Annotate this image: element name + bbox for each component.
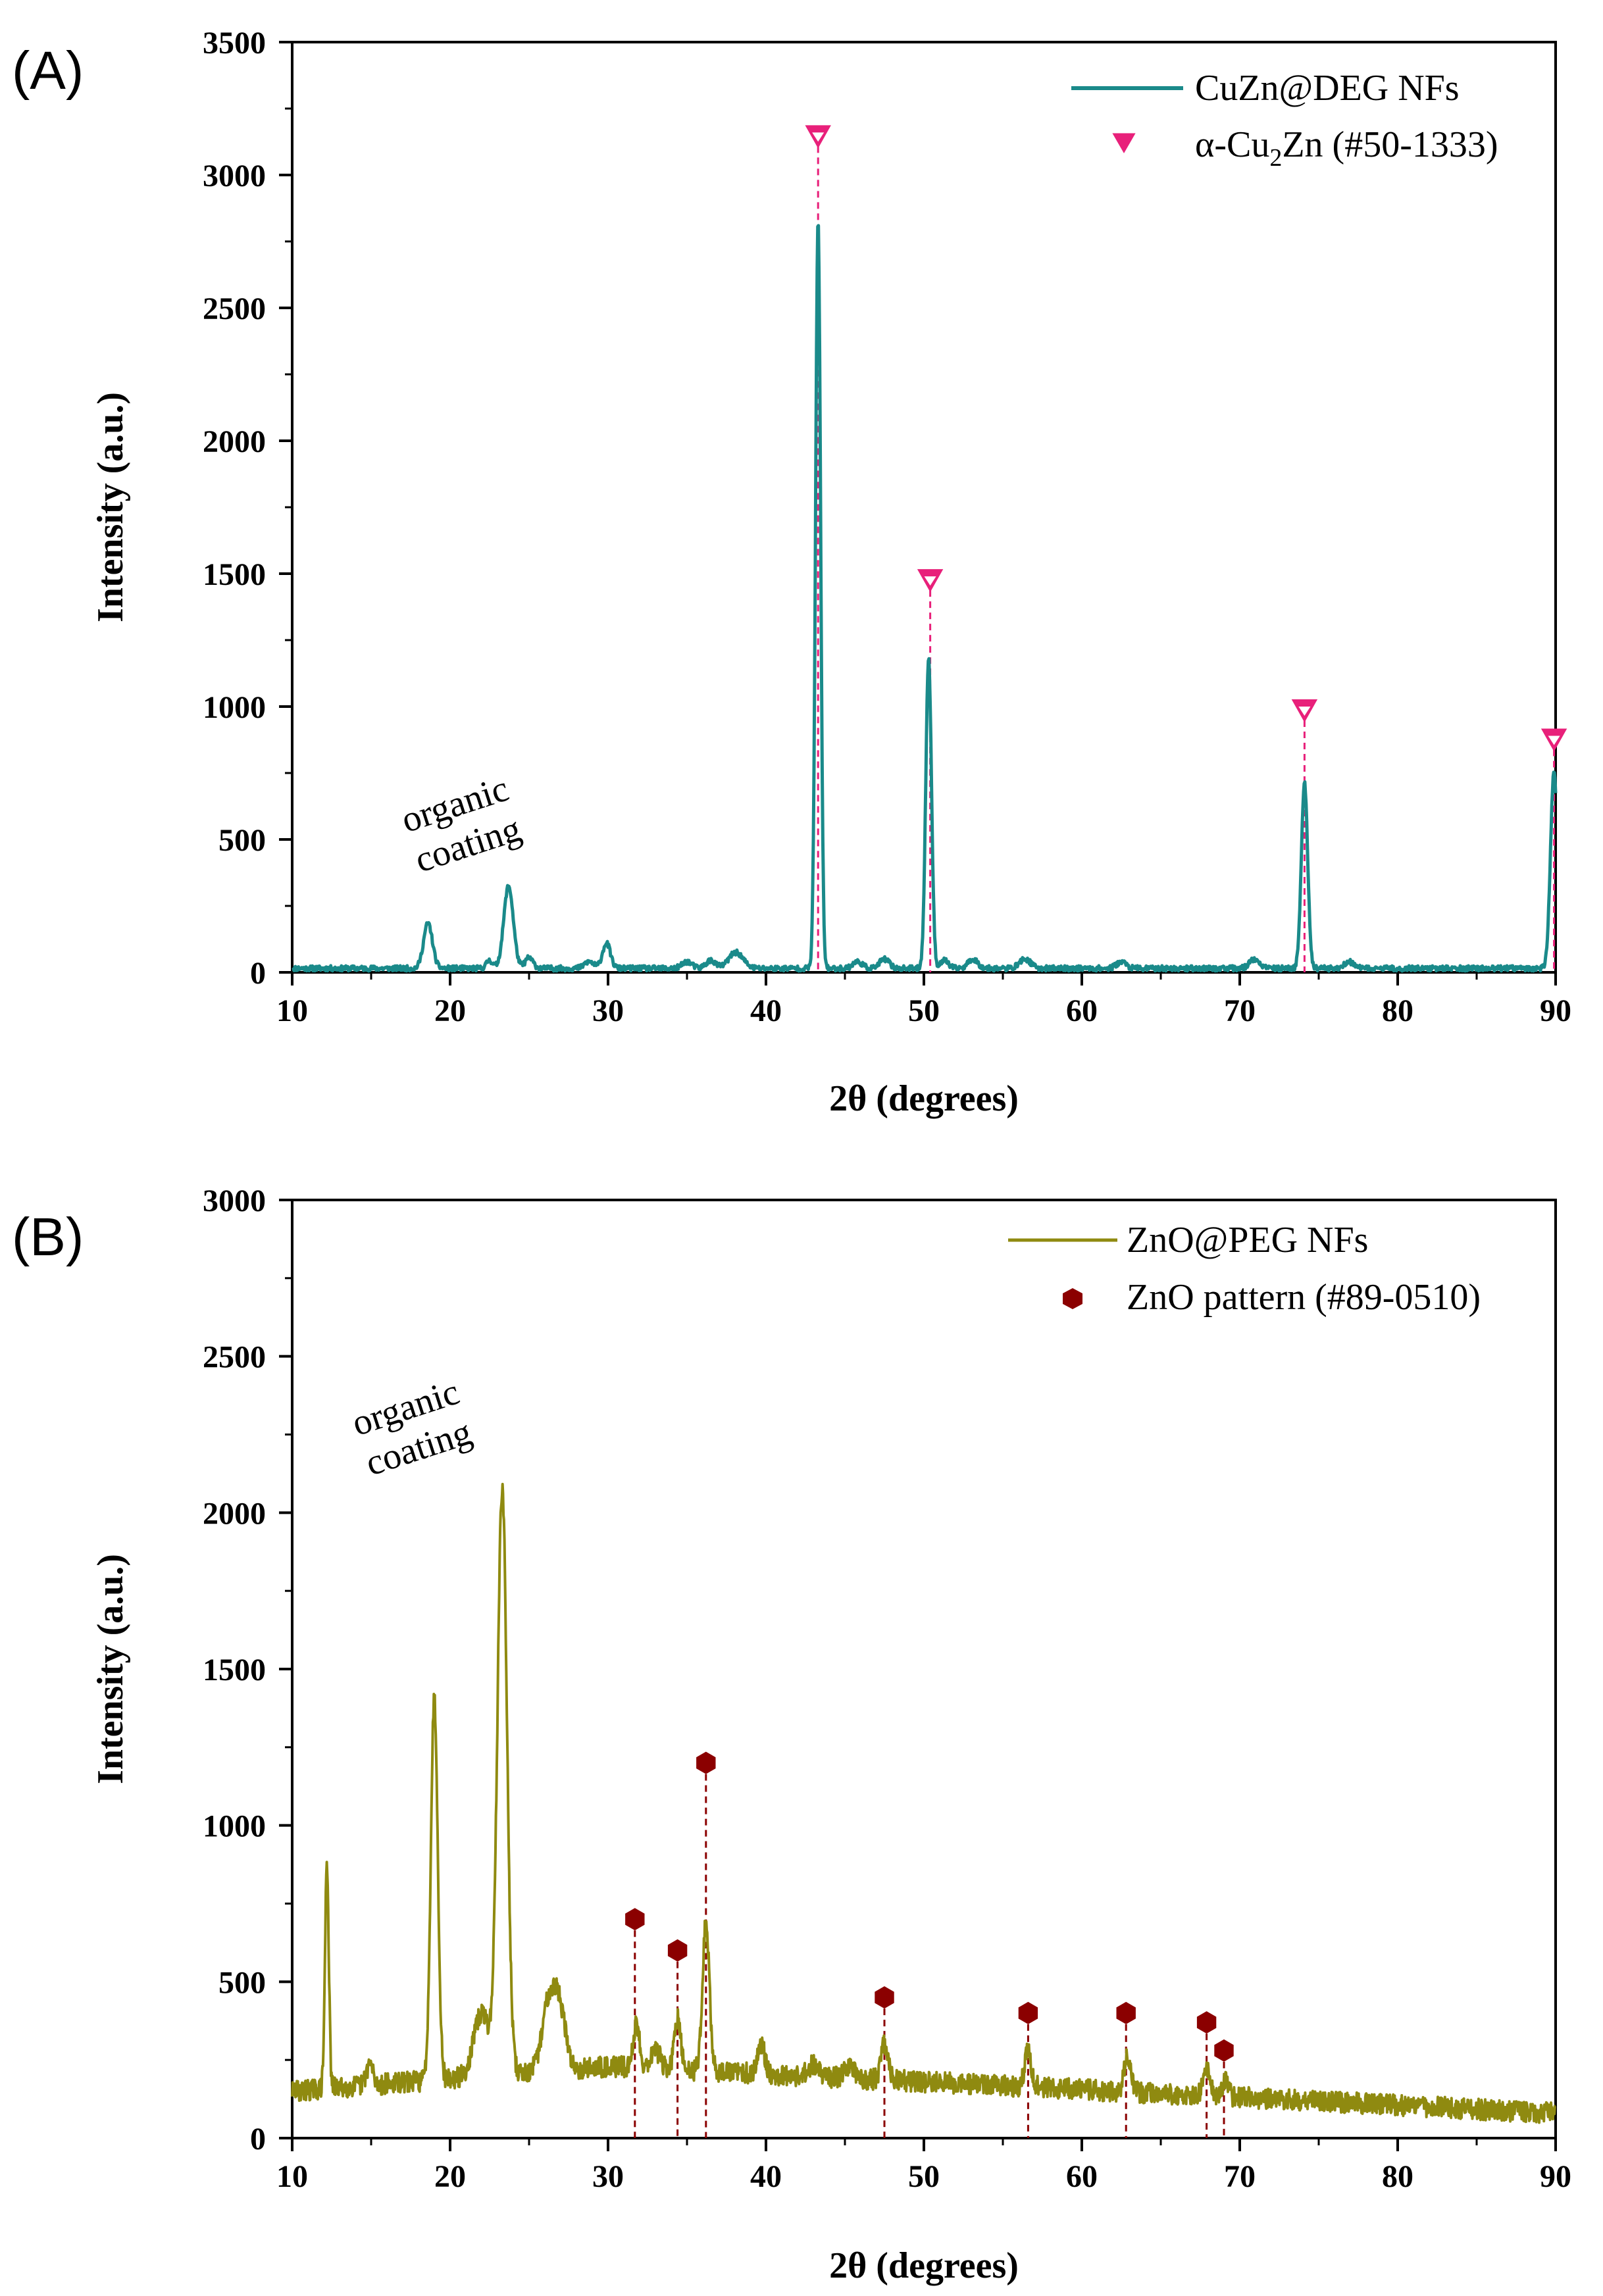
panel-b-x-axis-label: 2θ (degrees) bbox=[829, 2245, 1019, 2286]
y-tick-label: 3000 bbox=[203, 1184, 266, 1218]
panel-b-series-line bbox=[291, 1482, 1556, 2124]
y-tick-label: 2500 bbox=[203, 1340, 266, 1375]
panel-b-y-ticks: 0 500 1000 1500 2000 2500 3000 bbox=[203, 1184, 292, 2157]
panel-a-label: (A) bbox=[12, 41, 84, 101]
y-tick-label: 0 bbox=[250, 2122, 266, 2157]
panel-b-reference-markers bbox=[625, 1751, 1234, 2062]
hexagon-marker bbox=[1116, 2001, 1136, 2024]
y-tick-label: 2000 bbox=[203, 1496, 266, 1531]
hexagon-marker bbox=[1018, 2001, 1038, 2024]
panel-a-reference-lines bbox=[817, 135, 1556, 972]
panel-a-legend-label-2: α-Cu2Zn (#50-1333) bbox=[1195, 124, 1498, 172]
hexagon-marker bbox=[696, 1751, 716, 1774]
x-tick-label: 90 bbox=[1540, 993, 1571, 1028]
panel-a-legend: CuZn@DEG NFs α-Cu2Zn (#50-1333) bbox=[1071, 68, 1498, 172]
panel-a-y-ticks: 0 500 1000 1500 2000 2500 3000 3500 bbox=[203, 26, 292, 991]
y-tick-label: 1000 bbox=[203, 690, 266, 725]
panel-a-x-ticks: 10 20 30 40 50 60 70 80 90 bbox=[276, 972, 1571, 1028]
panel-a-series-line bbox=[291, 224, 1558, 973]
panel-b-annotation: organic coating bbox=[347, 1372, 476, 1484]
panel-b-label: (B) bbox=[12, 1207, 84, 1267]
x-tick-label: 60 bbox=[1066, 993, 1098, 1028]
x-tick-label: 50 bbox=[908, 2159, 940, 2194]
panel-b-y-axis-label: Intensity (a.u.) bbox=[90, 1554, 131, 1784]
x-tick-label: 30 bbox=[592, 993, 624, 1028]
hexagon-marker bbox=[1214, 2039, 1234, 2062]
y-tick-label: 3000 bbox=[203, 159, 266, 193]
panel-b-legend-label-1: ZnO@PEG NFs bbox=[1127, 1220, 1368, 1260]
x-tick-label: 10 bbox=[276, 2159, 308, 2194]
hexagon-marker bbox=[875, 1986, 894, 2009]
panel-b-legend: ZnO@PEG NFs ZnO pattern (#89-0510) bbox=[1008, 1220, 1481, 1318]
y-tick-label: 2000 bbox=[203, 424, 266, 459]
panel-a-annotation: organic coating bbox=[396, 768, 526, 881]
triangle-marker-inner bbox=[812, 132, 825, 142]
panel-a-reference-markers bbox=[805, 125, 1567, 752]
x-tick-label: 10 bbox=[276, 993, 308, 1028]
y-tick-label: 1000 bbox=[203, 1809, 266, 1844]
panel-b: (B) 0 500 1000 1500 2000 2500 3000 10 20 30 40 50 6… bbox=[12, 1184, 1571, 2286]
legend-2-suffix: Zn (#50-1333) bbox=[1282, 124, 1498, 165]
x-tick-label: 20 bbox=[434, 993, 466, 1028]
y-tick-label: 500 bbox=[218, 1965, 266, 2000]
x-tick-label: 40 bbox=[750, 993, 782, 1028]
x-tick-label: 90 bbox=[1540, 2159, 1571, 2194]
x-tick-label: 80 bbox=[1382, 993, 1413, 1028]
legend-2-prefix: α-Cu bbox=[1195, 124, 1269, 165]
x-tick-label: 40 bbox=[750, 2159, 782, 2194]
x-tick-label: 30 bbox=[592, 2159, 624, 2194]
panel-a-legend-label-1: CuZn@DEG NFs bbox=[1195, 68, 1460, 109]
hexagon-marker bbox=[625, 1908, 645, 1931]
triangle-marker-inner bbox=[1548, 736, 1560, 745]
panel-a: (A) 0 500 1000 1500 2000 2500 3000 3500 10 20 30 4… bbox=[12, 26, 1571, 1119]
y-tick-label: 2500 bbox=[203, 291, 266, 326]
panel-a-y-axis-label: Intensity (a.u.) bbox=[90, 392, 131, 622]
panel-b-legend-label-2: ZnO pattern (#89-0510) bbox=[1127, 1277, 1481, 1318]
triangle-marker-inner bbox=[924, 576, 936, 586]
legend-2-subscript: 2 bbox=[1269, 144, 1282, 172]
x-tick-label: 20 bbox=[434, 2159, 466, 2194]
x-tick-label: 80 bbox=[1382, 2159, 1413, 2194]
x-tick-label: 70 bbox=[1224, 2159, 1256, 2194]
y-tick-label: 1500 bbox=[203, 1653, 266, 1687]
y-tick-label: 0 bbox=[250, 956, 266, 991]
panel-a-legend-triangle-icon bbox=[1112, 133, 1136, 154]
hexagon-marker bbox=[1196, 2011, 1217, 2034]
panel-b-legend-hexagon-icon bbox=[1063, 1288, 1082, 1309]
panel-a-x-axis-label: 2θ (degrees) bbox=[829, 1078, 1019, 1119]
panel-b-plot-frame bbox=[291, 1199, 1557, 2139]
triangle-marker-inner bbox=[1298, 707, 1311, 716]
y-tick-label: 1500 bbox=[203, 557, 266, 592]
panel-b-reference-lines bbox=[634, 1762, 1225, 2138]
y-tick-label: 3500 bbox=[203, 26, 266, 61]
x-tick-label: 70 bbox=[1224, 993, 1256, 1028]
hexagon-marker bbox=[667, 1939, 688, 1962]
panel-b-x-ticks: 10 20 30 40 50 60 70 80 90 bbox=[276, 2138, 1571, 2194]
x-tick-label: 50 bbox=[908, 993, 940, 1028]
x-tick-label: 60 bbox=[1066, 2159, 1098, 2194]
y-tick-label: 500 bbox=[218, 823, 266, 858]
